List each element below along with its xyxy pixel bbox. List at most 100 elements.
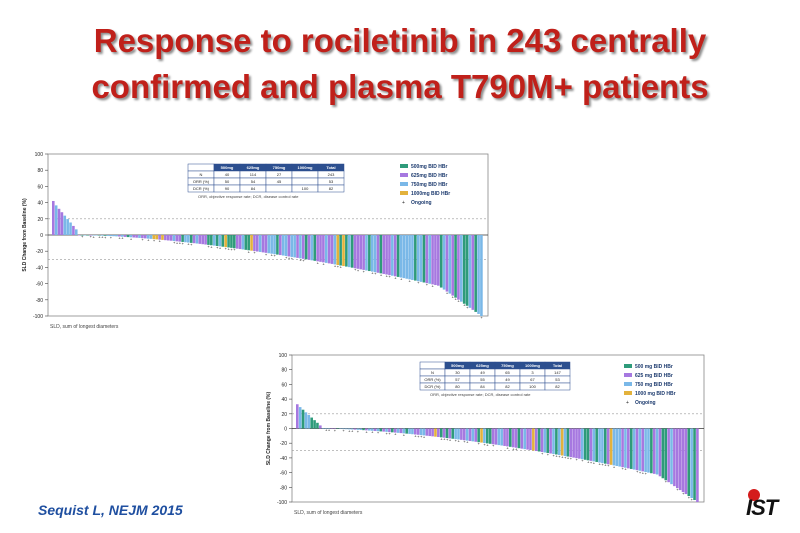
legend-label: 625mg BID HBr <box>411 173 447 179</box>
ongoing-marker: + <box>248 249 251 254</box>
ongoing-marker: + <box>207 244 210 249</box>
waterfall-bar <box>460 235 463 302</box>
waterfall-bar <box>238 235 242 250</box>
waterfall-bar <box>264 235 268 253</box>
waterfall-bar <box>658 428 662 477</box>
waterfall-bar <box>235 235 239 249</box>
ongoing-marker: + <box>440 436 443 441</box>
waterfall-bar <box>416 235 420 282</box>
table-cell-text: 53 <box>329 179 334 184</box>
table-header-text: 1000mg <box>525 363 540 368</box>
waterfall-bar <box>595 428 598 462</box>
waterfall-bar <box>422 428 426 436</box>
citation: Sequist L, NEJM 2015 <box>38 502 183 518</box>
waterfall-bar <box>612 428 616 466</box>
table-cell-text: 55 <box>480 377 485 382</box>
ongoing-marker: + <box>130 236 133 241</box>
y-tick-label: -60 <box>36 282 43 288</box>
waterfall-bar <box>258 235 262 252</box>
waterfall-bar <box>204 235 207 245</box>
waterfall-bar <box>313 235 317 261</box>
waterfall-bar <box>485 428 489 444</box>
waterfall-bar <box>86 235 90 236</box>
waterfall-bar <box>428 428 432 437</box>
chart-footnote: SLD, sum of longest diameters <box>50 324 119 330</box>
ongoing-marker: + <box>371 271 374 276</box>
waterfall-bar <box>92 235 95 236</box>
waterfall-bar <box>247 235 250 251</box>
waterfall-bar <box>63 215 67 235</box>
waterfall-bar <box>373 235 377 273</box>
waterfall-bar <box>172 235 176 242</box>
ongoing-marker: + <box>340 265 343 270</box>
waterfall-bar <box>146 235 150 239</box>
y-axis-label: SLD Change from Baseline (%) <box>22 198 28 272</box>
waterfall-bar <box>89 235 92 236</box>
ongoing-marker: + <box>432 283 435 288</box>
waterfall-bar <box>566 428 570 457</box>
y-tick-label: 40 <box>37 201 43 207</box>
waterfall-bar <box>405 428 408 434</box>
ongoing-marker: + <box>216 245 219 250</box>
waterfall-bar <box>221 235 225 247</box>
waterfall-bar <box>80 235 84 236</box>
waterfall-bar <box>316 235 319 262</box>
waterfall-bar <box>261 235 265 253</box>
table-cell <box>291 170 319 179</box>
waterfall-bar <box>388 428 391 433</box>
waterfall-bar <box>621 428 624 468</box>
ongoing-marker: + <box>452 295 455 300</box>
waterfall-bar <box>414 428 417 435</box>
slide-title-line-1: Response to rociletinib in 243 centrally <box>93 22 707 59</box>
waterfall-bar <box>287 235 291 257</box>
waterfall-bar <box>345 235 348 267</box>
waterfall-bar <box>175 235 179 242</box>
waterfall-bar <box>244 235 248 250</box>
waterfall-bar <box>606 428 610 465</box>
waterfall-bar <box>399 428 403 434</box>
ongoing-marker: + <box>604 463 607 468</box>
ongoing-marker: + <box>371 430 374 435</box>
waterfall-bar <box>382 428 385 432</box>
waterfall-bar <box>445 428 449 439</box>
waterfall-bar <box>66 219 69 235</box>
waterfall-bar <box>532 428 535 451</box>
waterfall-bar <box>333 428 337 429</box>
waterfall-bar <box>373 428 377 431</box>
waterfall-bar <box>106 235 110 236</box>
waterfall-bar <box>681 428 685 493</box>
legend-ongoing-label: Ongoing <box>635 400 656 406</box>
waterfall-bar <box>290 235 294 257</box>
legend-swatch <box>400 173 408 177</box>
waterfall-bar <box>491 428 495 445</box>
ongoing-marker: + <box>354 267 357 272</box>
waterfall-bar <box>431 428 434 437</box>
waterfall-bar <box>324 235 328 263</box>
waterfall-bar <box>543 428 547 453</box>
waterfall-bar <box>393 428 397 433</box>
waterfall-bar <box>477 428 480 443</box>
waterfall-bar <box>534 428 538 452</box>
waterfall-bar <box>198 235 202 244</box>
legend-label: 500 mg BID HBr <box>635 364 673 370</box>
waterfall-bar <box>330 428 334 429</box>
legend-label: 500mg BID HBr <box>411 164 447 170</box>
waterfall-bar <box>388 235 391 276</box>
legend-swatch <box>624 391 632 395</box>
waterfall-bar <box>667 428 670 483</box>
waterfall-bar <box>164 235 167 241</box>
table-header-text: 625mg <box>476 363 489 368</box>
waterfall-bar <box>321 428 325 429</box>
ongoing-marker: + <box>466 440 469 445</box>
waterfall-bar <box>555 428 558 455</box>
table-cell-text: 147 <box>554 370 561 375</box>
waterfall-bar <box>250 235 253 251</box>
waterfall-bar <box>439 235 443 288</box>
y-tick-label: -80 <box>36 298 43 304</box>
waterfall-bar <box>408 235 411 280</box>
waterfall-bar <box>319 235 322 262</box>
waterfall-bar <box>477 235 480 314</box>
waterfall-bar <box>344 428 348 430</box>
waterfall-bar <box>434 428 437 437</box>
ongoing-marker: + <box>564 455 567 460</box>
